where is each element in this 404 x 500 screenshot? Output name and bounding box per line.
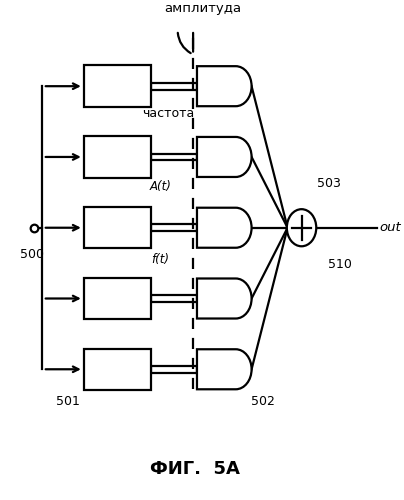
Bar <box>84 66 152 107</box>
Bar <box>84 278 152 319</box>
Text: f(t): f(t) <box>151 253 169 266</box>
PathPatch shape <box>197 137 252 177</box>
Bar <box>84 348 152 390</box>
Text: 503: 503 <box>317 176 341 190</box>
PathPatch shape <box>197 350 252 390</box>
Text: 502: 502 <box>251 394 275 407</box>
Text: out: out <box>379 221 401 234</box>
Text: 510: 510 <box>328 258 352 272</box>
Text: амплитуда: амплитуда <box>164 2 241 16</box>
Bar <box>84 136 152 177</box>
Text: ФИГ.  5А: ФИГ. 5А <box>150 460 240 478</box>
Text: частота: частота <box>142 106 194 120</box>
Text: A(t): A(t) <box>149 180 171 192</box>
PathPatch shape <box>197 66 252 106</box>
Text: 501: 501 <box>56 394 80 407</box>
Text: 500: 500 <box>20 248 44 261</box>
PathPatch shape <box>197 278 252 318</box>
PathPatch shape <box>197 208 252 248</box>
Circle shape <box>287 209 316 246</box>
Bar <box>84 207 152 248</box>
